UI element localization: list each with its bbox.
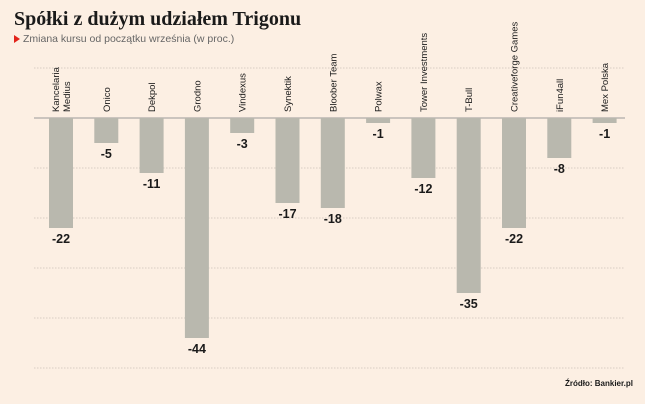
- bar: [275, 118, 300, 203]
- value-labels: -22 -5 -11 -44 -3 -17 -18 -1 -12 -35 -22 -8 -1: [52, 127, 610, 356]
- data-label: -22: [505, 232, 523, 246]
- bar: [49, 118, 73, 228]
- bar: [547, 118, 572, 158]
- bar: [456, 118, 481, 293]
- data-label: -17: [278, 207, 296, 221]
- bars: [49, 118, 617, 338]
- data-label: -11: [143, 177, 160, 191]
- category-label: Creativeforge Games: [510, 21, 521, 112]
- data-label: -1: [599, 127, 610, 141]
- data-label: -12: [414, 182, 432, 196]
- bar: [411, 118, 436, 178]
- category-label: Grodno: [192, 80, 203, 112]
- category-label: Mex Polska: [600, 62, 611, 112]
- category-label: Synektik: [283, 76, 294, 112]
- category-label: Vindexus: [238, 73, 249, 112]
- bar: [366, 118, 391, 123]
- bar: [184, 118, 209, 338]
- bar: [502, 118, 526, 228]
- category-label: Onico: [102, 87, 113, 112]
- bar: [320, 118, 345, 208]
- subtitle-text: Zmiana kursu od początku września (w pro…: [23, 33, 235, 45]
- source-note: Źródło: Bankier.pl: [564, 379, 633, 388]
- bar: [230, 118, 255, 133]
- category-label: iFun4all: [555, 79, 566, 112]
- data-label: -5: [101, 147, 112, 161]
- category-label: T-Bull: [464, 88, 475, 112]
- category-label: Kancelaria: [51, 66, 62, 112]
- bar: [139, 118, 164, 173]
- category-label: Tower Investments: [419, 33, 430, 112]
- data-label: -8: [554, 162, 565, 176]
- category-labels: Kancelaria Medius Onico Dekpol Grodno Vindexu…: [51, 21, 611, 112]
- data-label: -1: [373, 127, 384, 141]
- data-label: -35: [460, 297, 478, 311]
- data-label: -18: [324, 212, 342, 226]
- data-label: -22: [52, 232, 70, 246]
- chart-title: Spółki z dużym udziałem Trigonu: [14, 8, 302, 30]
- bar: [592, 118, 617, 123]
- triangle-marker-icon: [14, 35, 20, 43]
- category-label: Dekpol: [147, 82, 158, 112]
- data-label: -44: [188, 342, 206, 356]
- chart-subtitle: Zmiana kursu od początku września (w pro…: [14, 33, 234, 45]
- category-label: Bloober Team: [328, 53, 339, 112]
- data-label: -3: [237, 137, 248, 151]
- category-label: Medius: [62, 81, 73, 112]
- category-label: Polwax: [374, 81, 385, 112]
- bar: [94, 118, 119, 143]
